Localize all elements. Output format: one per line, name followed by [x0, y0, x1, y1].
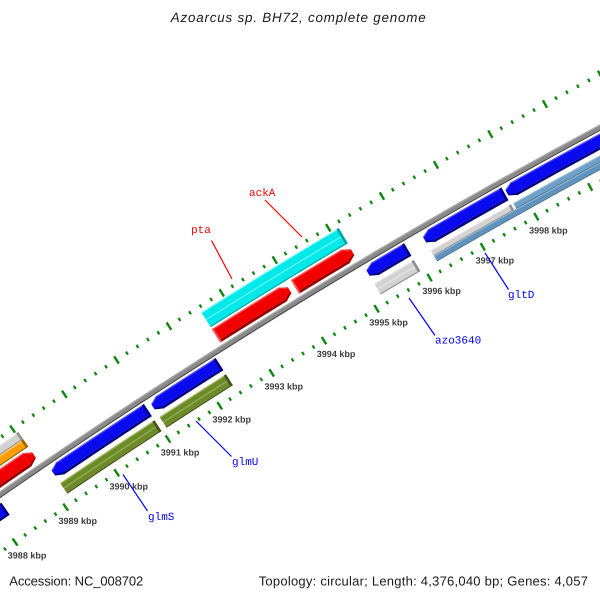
svg-text:3988 kbp: 3988 kbp [8, 551, 47, 561]
svg-text:3991 kbp: 3991 kbp [161, 448, 200, 458]
svg-text:3990 kbp: 3990 kbp [110, 482, 149, 492]
svg-text:pta: pta [191, 225, 211, 237]
svg-text:3993 kbp: 3993 kbp [265, 382, 304, 392]
svg-text:3997 kbp: 3997 kbp [476, 256, 515, 266]
svg-text:3989 kbp: 3989 kbp [59, 516, 98, 526]
svg-text:glmU: glmU [232, 457, 258, 469]
svg-text:gltD: gltD [508, 290, 535, 302]
svg-text:ackA: ackA [249, 188, 276, 200]
svg-text:3995 kbp: 3995 kbp [369, 317, 408, 327]
svg-text:3998 kbp: 3998 kbp [529, 225, 568, 235]
svg-text:Topology: circular; Length: 4,: Topology: circular; Length: 4,376,040 bp… [259, 574, 589, 589]
svg-text:3996 kbp: 3996 kbp [422, 286, 461, 296]
svg-text:3994 kbp: 3994 kbp [317, 349, 356, 359]
svg-text:Accession: NC_008702: Accession: NC_008702 [9, 574, 143, 589]
svg-text:3992 kbp: 3992 kbp [213, 414, 252, 424]
svg-text:Azoarcus sp. BH72, complete ge: Azoarcus sp. BH72, complete genome [170, 10, 427, 25]
svg-text:azo3640: azo3640 [435, 336, 481, 348]
svg-text:glmS: glmS [148, 512, 175, 524]
